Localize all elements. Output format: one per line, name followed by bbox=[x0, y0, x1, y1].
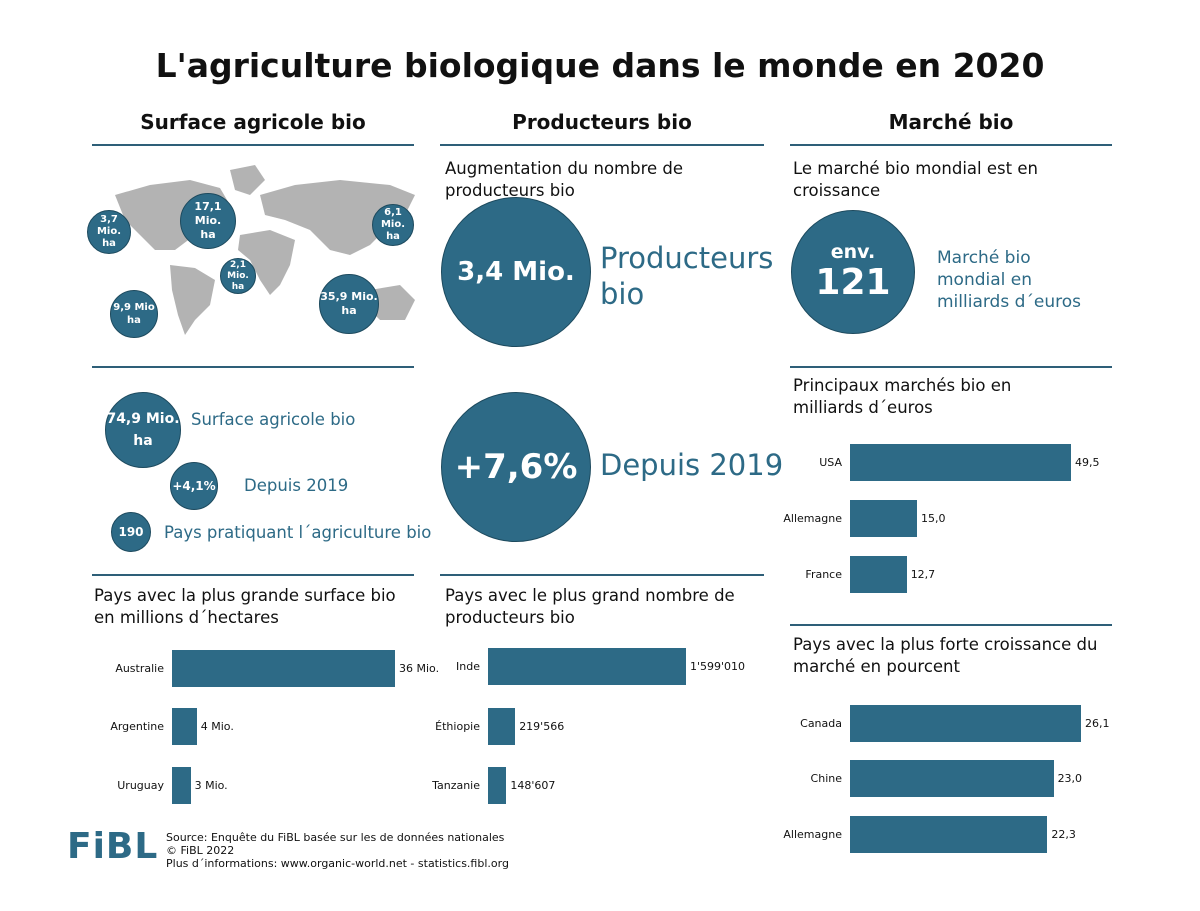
bar bbox=[850, 556, 907, 593]
producteurs-count-circle: 3,4 Mio. bbox=[441, 197, 591, 347]
bar-category-label: Allemagne bbox=[783, 828, 842, 841]
divider bbox=[440, 574, 764, 576]
bar-category-label: USA bbox=[819, 456, 842, 469]
marche-heading: Le marché bio mondial est en croissance bbox=[793, 159, 1038, 200]
bar-value-label: 49,5 bbox=[1075, 456, 1100, 469]
column-title-marche: Marché bio bbox=[888, 110, 1014, 134]
producteurs-growth-circle: +7,6% bbox=[441, 392, 591, 542]
total-surface-label: Surface agricole bio bbox=[191, 410, 356, 429]
footer-more-info: Plus d´informations: www.organic-world.n… bbox=[166, 857, 509, 870]
bar-category-label: Inde bbox=[456, 660, 480, 673]
column-title-surface: Surface agricole bio bbox=[140, 110, 366, 134]
bar bbox=[850, 760, 1054, 797]
surface-growth-label: Depuis 2019 bbox=[244, 476, 349, 495]
marche-value: 121 bbox=[815, 262, 891, 303]
map-bubble: 6,1 Mio. ha bbox=[372, 204, 414, 246]
page-title: L'agriculture biologique dans le monde e… bbox=[155, 46, 1045, 85]
bar bbox=[850, 705, 1081, 742]
marche-value-circle: env. 121 bbox=[791, 210, 915, 334]
bar-category-label: Uruguay bbox=[117, 779, 164, 792]
bar bbox=[850, 816, 1048, 853]
bar bbox=[488, 648, 686, 685]
map-bubble: 3,7 Mio. ha bbox=[87, 210, 131, 254]
total-surface-circle: 74,9 Mio. ha bbox=[105, 392, 181, 468]
bar bbox=[172, 708, 197, 745]
bar-value-label: 22,3 bbox=[1051, 828, 1076, 841]
bar-category-label: Canada bbox=[800, 717, 842, 730]
map-bubble: 17,1 Mio. ha bbox=[180, 193, 236, 249]
divider bbox=[790, 624, 1112, 626]
bar bbox=[172, 767, 191, 804]
footer-text: Source: Enquête du FiBL basée sur les de… bbox=[166, 831, 509, 870]
surface-growth-circle: +4,1% bbox=[170, 462, 218, 510]
countries-circle: 190 bbox=[111, 512, 151, 552]
footer-copyright: © FiBL 2022 bbox=[166, 844, 235, 857]
chart-title: Pays avec le plus grand nombre de produc… bbox=[445, 586, 735, 627]
bar-category-label: Argentine bbox=[110, 720, 164, 733]
map-bubble: 9,9 Mio ha bbox=[110, 290, 158, 338]
bar-value-label: 4 Mio. bbox=[200, 720, 234, 733]
chart-title: Pays avec la plus forte croissance du ma… bbox=[793, 635, 1098, 676]
bar-category-label: Allemagne bbox=[783, 512, 842, 525]
bar-value-label: 3 Mio. bbox=[194, 779, 228, 792]
bar-category-label: Australie bbox=[115, 662, 164, 675]
bar-value-label: 26,1 bbox=[1085, 717, 1110, 730]
bar-category-label: Éthiopie bbox=[435, 720, 480, 733]
divider bbox=[92, 574, 414, 576]
producteurs-growth-label: Depuis 2019 bbox=[600, 448, 784, 482]
bar-value-label: 12,7 bbox=[910, 568, 936, 581]
bar-value-label: 23,0 bbox=[1057, 772, 1083, 785]
bar bbox=[488, 708, 516, 745]
bar-value-label: 1'599'010 bbox=[690, 660, 746, 673]
divider bbox=[92, 144, 414, 146]
bar bbox=[488, 767, 507, 804]
divider bbox=[790, 366, 1112, 368]
bar bbox=[172, 650, 395, 687]
divider bbox=[92, 366, 414, 368]
producteurs-count-label: Producteurs bio bbox=[600, 241, 774, 311]
bar-value-label: 36 Mio. bbox=[399, 662, 440, 675]
chart-title: Principaux marchés bio en milliards d´eu… bbox=[793, 376, 1012, 417]
column-title-producteurs: Producteurs bio bbox=[512, 110, 692, 134]
chart-title: Pays avec la plus grande surface bio en … bbox=[94, 586, 396, 627]
fibl-logo: FiBL bbox=[67, 826, 159, 867]
map-bubble: 35,9 Mio. ha bbox=[319, 274, 379, 334]
map-bubble: 2,1 Mio. ha bbox=[220, 258, 256, 294]
countries-label: Pays pratiquant l´agriculture bio bbox=[164, 523, 432, 542]
bar-value-label: 219'566 bbox=[519, 720, 565, 733]
producteurs-heading: Augmentation du nombre de producteurs bi… bbox=[445, 159, 684, 200]
bar-value-label: 15,0 bbox=[920, 512, 946, 525]
bar-category-label: Tanzanie bbox=[432, 779, 480, 792]
footer-source: Source: Enquête du FiBL basée sur les de… bbox=[166, 831, 505, 844]
bar-value-label: 148'607 bbox=[510, 779, 556, 792]
divider bbox=[440, 144, 764, 146]
bar bbox=[850, 444, 1071, 481]
marche-value-label: Marché bio mondial en milliards d´euros bbox=[937, 248, 1082, 312]
bar-category-label: Chine bbox=[810, 772, 842, 785]
bar-category-label: France bbox=[805, 568, 842, 581]
bar bbox=[850, 500, 917, 537]
divider bbox=[790, 144, 1112, 146]
marche-prefix: env. bbox=[830, 241, 876, 263]
